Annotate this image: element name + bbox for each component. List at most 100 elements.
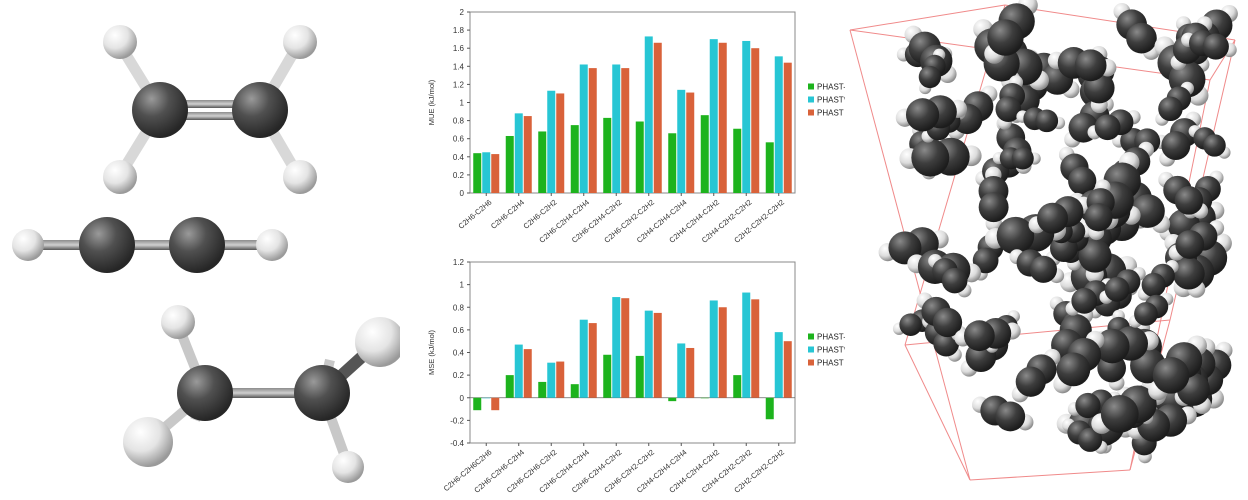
bar xyxy=(774,332,783,398)
carbon-atom xyxy=(1011,147,1034,170)
bar xyxy=(653,312,662,398)
carbon-atom xyxy=(1174,186,1204,215)
bar xyxy=(491,397,500,411)
carbon-atom xyxy=(1202,33,1229,60)
legend-label: PHAST-TT* xyxy=(817,333,845,342)
bar xyxy=(547,362,556,398)
hydrogen-atom xyxy=(283,160,317,194)
carbon-atom xyxy=(1084,203,1113,232)
y-tick-label: 0.4 xyxy=(453,153,465,162)
y-tick-label: 0 xyxy=(460,189,465,198)
y-tick-label: 0.6 xyxy=(453,326,465,335)
carbon-atom xyxy=(1126,22,1157,54)
carbon-atom xyxy=(232,82,288,138)
carbon-atom xyxy=(1078,239,1112,273)
hydrogen-atom xyxy=(123,417,173,467)
carbon-atom xyxy=(996,216,1035,255)
ethylene-molecule xyxy=(972,395,1034,432)
x-tick-label: C2H6-C2H4 xyxy=(489,198,526,231)
bar xyxy=(709,300,718,398)
ethylene-molecule xyxy=(899,137,982,177)
hydrogen-atom xyxy=(103,160,137,194)
y-tick-label: 0 xyxy=(460,394,465,403)
carbon-atom xyxy=(972,247,999,274)
y-tick-label: 0.2 xyxy=(453,371,465,380)
hydrogen-atom xyxy=(161,305,195,339)
bar xyxy=(523,116,532,193)
hydrogen-atom xyxy=(355,317,400,367)
bar xyxy=(686,347,695,398)
legend-swatch xyxy=(808,333,814,340)
bar xyxy=(733,375,742,398)
y-tick-label: -0.4 xyxy=(450,439,464,448)
bar xyxy=(482,397,491,399)
bar xyxy=(644,36,653,194)
hydrogen-atom xyxy=(103,25,137,59)
ethylene-molecule xyxy=(1181,30,1237,60)
carbon-atom xyxy=(1161,131,1191,161)
carbon-atom xyxy=(1152,357,1190,394)
bar xyxy=(677,89,686,193)
y-tick-label: 0.4 xyxy=(453,349,465,358)
molecular-simulation-box xyxy=(849,0,1238,481)
bar xyxy=(718,307,727,398)
bar xyxy=(621,68,630,193)
bar xyxy=(538,131,547,193)
carbon-atom xyxy=(905,98,940,132)
box-edge xyxy=(849,4,1006,31)
bar xyxy=(718,42,727,193)
acetylene-model xyxy=(12,217,288,273)
carbon-atom xyxy=(177,365,233,421)
ethylene-molecule xyxy=(916,292,967,342)
legend-label: PHAST xyxy=(817,359,844,368)
ethylene-molecule xyxy=(1058,146,1098,202)
bar xyxy=(677,343,686,398)
y-tick-label: 0.8 xyxy=(453,117,465,126)
ethylene-molecule xyxy=(918,48,946,95)
carbon-atom xyxy=(911,138,950,177)
bar xyxy=(751,48,760,194)
ethylene-molecule xyxy=(1128,292,1174,328)
bar xyxy=(783,341,792,398)
legend-label: PHAST* xyxy=(817,346,845,355)
ethylene-molecule xyxy=(1188,125,1231,159)
bar xyxy=(686,92,695,193)
ethylene-molecule xyxy=(995,75,1026,130)
bar xyxy=(742,292,751,398)
carbon-atom xyxy=(1068,166,1097,195)
ethylene-molecule xyxy=(1155,81,1195,126)
bar xyxy=(644,310,653,398)
bar xyxy=(742,40,751,194)
carbon-atom xyxy=(995,401,1026,432)
bar xyxy=(621,298,630,398)
carbon-atom xyxy=(941,267,968,294)
carbon-atom xyxy=(1134,302,1158,326)
bar xyxy=(547,90,556,193)
y-axis-label: MUE (kJ/mol) xyxy=(427,79,436,125)
ethylene-molecule xyxy=(1011,348,1061,403)
ethylene-molecule xyxy=(1084,179,1115,241)
ethylene-molecule xyxy=(1168,220,1225,261)
ethylene-molecule xyxy=(992,147,1041,170)
carbon-atom xyxy=(1075,392,1101,419)
carbon-atom xyxy=(1074,49,1107,82)
ethylene-molecule xyxy=(1159,111,1202,167)
carbon-atom xyxy=(79,217,135,273)
bar xyxy=(612,297,621,398)
bar xyxy=(700,397,709,399)
bar xyxy=(668,397,677,402)
ethylene-molecule xyxy=(954,317,1021,352)
carbon-atom xyxy=(1056,352,1091,387)
bar xyxy=(635,355,644,398)
bar xyxy=(765,142,774,193)
bar xyxy=(579,64,588,194)
carbon-atom xyxy=(1203,134,1226,157)
bar xyxy=(505,375,514,398)
carbon-atom xyxy=(963,320,995,352)
bar xyxy=(653,42,662,193)
bar xyxy=(751,299,760,398)
bar xyxy=(482,152,491,193)
bar xyxy=(514,344,523,398)
legend-swatch xyxy=(808,83,814,90)
y-tick-label: -0.2 xyxy=(450,416,464,425)
